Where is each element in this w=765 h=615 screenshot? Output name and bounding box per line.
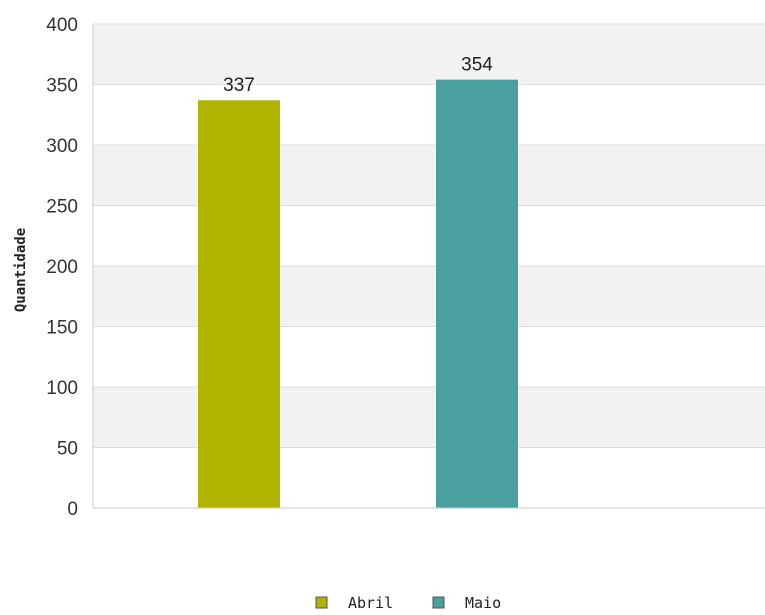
y-tick-label: 350 — [46, 76, 78, 97]
data-label: 337 — [223, 75, 255, 96]
y-tick-label: 150 — [46, 318, 78, 339]
grid-band — [93, 326, 765, 387]
y-tick-label: 100 — [46, 378, 78, 399]
grid-band — [93, 145, 765, 206]
bars — [198, 79, 518, 508]
legend-swatch — [432, 596, 445, 609]
y-axis-title: Quantidade — [13, 228, 29, 312]
y-tick-label: 250 — [46, 197, 78, 218]
y-tick-label: 50 — [57, 439, 78, 460]
legend: Abril Maio — [315, 594, 501, 612]
grid-band — [93, 24, 765, 85]
grid-band — [93, 84, 765, 145]
bar-maio — [436, 79, 518, 508]
legend-label: Abril — [348, 594, 393, 612]
data-labels: 337 354 — [223, 55, 493, 97]
y-axis-ticks: 0 50 100 150 200 250 300 350 400 — [46, 15, 78, 520]
y-tick-label: 300 — [46, 136, 78, 157]
grid-band — [93, 205, 765, 266]
grid-band — [93, 447, 765, 508]
y-tick-label: 0 — [67, 499, 78, 520]
grid-band — [93, 387, 765, 448]
legend-label: Maio — [465, 594, 501, 612]
data-label: 354 — [461, 55, 493, 76]
y-tick-label: 200 — [46, 257, 78, 278]
legend-swatch — [315, 596, 328, 609]
grid-band — [93, 266, 765, 327]
y-tick-label: 400 — [46, 15, 78, 36]
bar-abril — [198, 100, 280, 508]
